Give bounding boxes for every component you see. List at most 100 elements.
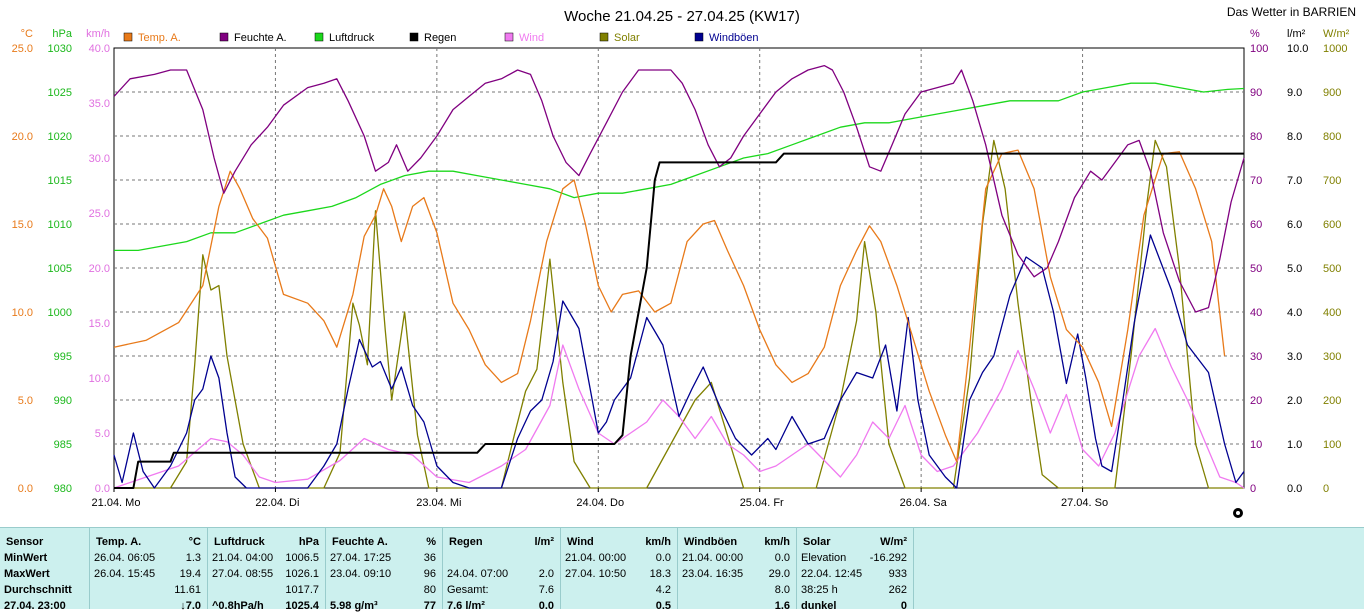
- right-axis-tick: 4.0: [1287, 307, 1302, 319]
- stats-label: 22.04. 12:45: [801, 568, 863, 580]
- left-axis-tick: 20.0: [12, 131, 33, 143]
- right-axis-tick: 9.0: [1287, 87, 1302, 99]
- stats-label: 38:25 h: [801, 584, 838, 596]
- left-axis-tick: 1020: [48, 131, 72, 143]
- right-axis-tick: 900: [1323, 87, 1341, 99]
- series-layer: [113, 64, 1245, 489]
- stats-column: Feuchte A.% 27.04. 17:25 36 23.04. 09:10 96 8…: [326, 528, 443, 612]
- left-axis-tick: 1000: [48, 307, 72, 319]
- left-axis-tick: 10.0: [12, 307, 33, 319]
- left-axis-unit: hPa: [52, 28, 72, 40]
- legend-label: Feuchte A.: [234, 32, 287, 44]
- stats-unit: l/m²: [534, 536, 554, 548]
- x-tick-label: 21.04. Mo: [92, 497, 141, 509]
- x-tick-label: 26.04. Sa: [900, 497, 948, 509]
- right-axis-tick: 6.0: [1287, 219, 1302, 231]
- right-axis-tick: 7.0: [1287, 175, 1302, 187]
- left-axis-tick: 1025: [48, 87, 72, 99]
- left-axis-tick: 990: [54, 395, 72, 407]
- stats-label: 24.04. 07:00: [447, 568, 509, 580]
- weather-chart: Woche 21.04.25 - 27.04.25 (KW17) Das Wet…: [12, 5, 1356, 518]
- stats-unit: km/h: [764, 536, 790, 548]
- legend-swatch: [504, 32, 514, 42]
- right-axis-tick: 90: [1250, 87, 1262, 99]
- stats-label: 7.6 l/m²: [447, 600, 485, 612]
- right-axis-unit: W/m²: [1323, 28, 1350, 40]
- right-axis-tick: 300: [1323, 351, 1341, 363]
- stats-column: Sensor MinWert MaxWert Durchschnitt 27.04. 2…: [0, 528, 90, 612]
- stats-unit: %: [426, 536, 436, 548]
- stats-label: 23.04. 09:10: [330, 568, 392, 580]
- x-axis-ticks: 21.04. Mo 22.04. Di 23.04. Mi 24.04. Do 25.0…: [92, 488, 1108, 509]
- left-axis-tick: 10.0: [89, 373, 110, 385]
- stats-label: 26.04. 15:45: [94, 568, 156, 580]
- left-axis-tick: 25.0: [12, 43, 33, 55]
- stats-header: Solar: [803, 536, 831, 548]
- stats-header: Luftdruck: [214, 536, 265, 548]
- stats-label: 27.04. 10:50: [565, 568, 627, 580]
- stats-panel: Sensor MinWert MaxWert Durchschnitt 27.04. 2…: [0, 527, 1364, 612]
- stats-label: dunkel: [801, 600, 837, 612]
- legend-label: Temp. A.: [138, 32, 181, 44]
- right-axis-tick: 600: [1323, 219, 1341, 231]
- left-axis-tick: 1015: [48, 175, 72, 187]
- right-axis-tick: 100: [1250, 43, 1268, 55]
- stats-value: 1.3: [185, 552, 201, 564]
- stats-value: 18.3: [649, 568, 671, 580]
- right-axis-tick: 0.0: [1287, 483, 1302, 495]
- scroll-indicator-icon[interactable]: [1233, 508, 1243, 518]
- right-axis-tick: 50: [1250, 263, 1262, 275]
- left-axis-unit: km/h: [86, 28, 110, 40]
- stats-label: 27.04. 17:25: [330, 552, 392, 564]
- right-axis-tick: 70: [1250, 175, 1262, 187]
- stats-label: Gesamt:: [447, 584, 489, 596]
- x-tick-label: 24.04. Do: [576, 497, 624, 509]
- stats-column: Luftdruck hPa 21.04. 04:00 1006.5 27.04. 08:…: [208, 528, 326, 612]
- left-axis-tick: 5.0: [18, 395, 33, 407]
- right-axis-unit: l/m²: [1287, 28, 1306, 40]
- right-axis-tick: 2.0: [1287, 395, 1302, 407]
- right-axis-tick: 700: [1323, 175, 1341, 187]
- stats-value: 1.6: [774, 600, 790, 612]
- right-axis-tick: 8.0: [1287, 131, 1302, 143]
- legend-label: Windböen: [709, 32, 759, 44]
- right-axis-tick: 30: [1250, 351, 1262, 363]
- left-axis-tick: 30.0: [89, 153, 110, 165]
- legend-swatch: [694, 32, 704, 42]
- series-windb-en: [113, 234, 1245, 489]
- stats-label: 27.04. 23:00: [4, 600, 66, 612]
- stats-header: Temp. A.: [96, 536, 142, 548]
- stats-label: Elevation: [801, 552, 847, 564]
- location-label: Das Wetter in BARRIEN: [1227, 5, 1356, 19]
- stats-value: 2.0: [538, 568, 554, 580]
- stats-value: 262: [888, 584, 907, 596]
- stats-header: Wind: [567, 536, 594, 548]
- left-axis-tick: 5.0: [95, 428, 110, 440]
- left-axis-tick: 980: [54, 483, 72, 495]
- left-axis-tick: 0.0: [18, 483, 33, 495]
- stats-value: 1025.4: [285, 600, 319, 612]
- left-axis-tick: 1030: [48, 43, 72, 55]
- stats-label: 26.04. 06:05: [94, 552, 156, 564]
- chart-legend: Temp. A. Feuchte A. Luftdruck Regen Wind Sola…: [123, 32, 759, 44]
- right-axis-tick: 800: [1323, 131, 1341, 143]
- stats-column: Wind km/h 21.04. 00:00 0.0 27.04. 10:50 18.3 4…: [561, 528, 678, 612]
- stats-header: Regen: [449, 536, 483, 548]
- legend-label: Wind: [519, 32, 544, 44]
- right-axis-tick: 0: [1250, 483, 1256, 495]
- stats-value: 933: [888, 568, 907, 580]
- x-tick-label: 27.04. So: [1061, 497, 1108, 509]
- stats-value: -16.292: [869, 552, 907, 564]
- legend-swatch: [314, 32, 324, 42]
- left-axis-tick: 0.0: [95, 483, 110, 495]
- stats-value: 0.0: [655, 552, 671, 564]
- right-axis-tick: 10.0: [1287, 43, 1308, 55]
- left-axis-unit: °C: [21, 28, 33, 40]
- series-temp-a: [113, 149, 1226, 463]
- right-axis-tick: 5.0: [1287, 263, 1302, 275]
- stats-value: 77: [423, 600, 436, 612]
- stats-column: Regen l/m² 24.04. 07:00 2.0 Gesamt: 7.6 7.6 l/…: [443, 528, 561, 612]
- stats-value: 29.0: [768, 568, 790, 580]
- stats-value: 7.6: [538, 584, 554, 596]
- stats-label: 5.98 g/m³: [330, 600, 378, 612]
